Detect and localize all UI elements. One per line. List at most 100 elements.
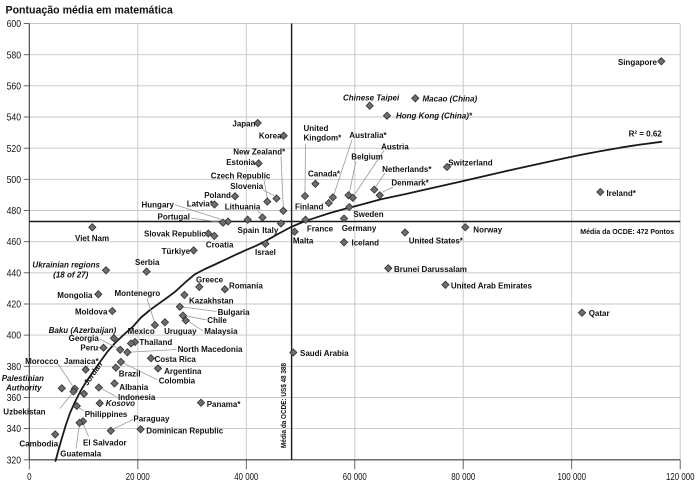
svg-text:Austria: Austria (381, 142, 409, 151)
svg-text:Israel: Israel (255, 248, 276, 257)
svg-text:Croatia: Croatia (206, 241, 234, 250)
svg-text:Albania: Albania (119, 383, 148, 392)
svg-text:Türkiye: Türkiye (162, 247, 191, 256)
svg-text:Finland: Finland (295, 203, 324, 212)
svg-text:United States*: United States* (409, 237, 464, 246)
svg-text:560: 560 (7, 81, 22, 92)
svg-text:Chinese Taipei: Chinese Taipei (343, 93, 400, 102)
svg-text:520: 520 (7, 144, 22, 155)
svg-text:0: 0 (27, 472, 32, 483)
svg-text:420: 420 (7, 300, 22, 311)
svg-text:France: France (307, 224, 334, 233)
svg-text:Pontuação média em matemática: Pontuação média em matemática (6, 5, 173, 17)
svg-text:Canada*: Canada* (308, 170, 341, 179)
svg-text:Denmark*: Denmark* (391, 179, 429, 188)
svg-text:Lithuania: Lithuania (225, 202, 261, 211)
svg-text:Moldova: Moldova (75, 307, 108, 316)
svg-text:Saudi Arabia: Saudi Arabia (300, 349, 349, 358)
svg-text:Philippines: Philippines (85, 410, 128, 419)
svg-text:United: United (304, 124, 329, 133)
svg-text:Serbia: Serbia (135, 258, 160, 267)
svg-text:Latvia*: Latvia* (187, 200, 214, 209)
svg-text:Dominican Republic: Dominican Republic (146, 427, 223, 436)
svg-text:Thailand: Thailand (139, 338, 172, 347)
svg-text:North Macedonia: North Macedonia (178, 345, 243, 354)
svg-text:Paraguay: Paraguay (133, 415, 170, 424)
svg-text:Kazakhstan: Kazakhstan (189, 297, 234, 306)
svg-text:R² = 0.62: R² = 0.62 (629, 130, 663, 139)
svg-text:Japan: Japan (232, 120, 255, 129)
svg-text:Sweden: Sweden (353, 210, 383, 219)
svg-text:Mongolia: Mongolia (57, 291, 93, 300)
svg-text:Italy: Italy (262, 226, 279, 235)
svg-text:40 000: 40 000 (234, 472, 258, 483)
svg-text:Iceland: Iceland (352, 238, 380, 247)
svg-text:460: 460 (7, 237, 22, 248)
svg-text:60 000: 60 000 (343, 472, 367, 483)
svg-text:Cambodia: Cambodia (19, 440, 58, 449)
svg-text:Jamaica*: Jamaica* (64, 357, 100, 366)
svg-text:Colombia: Colombia (159, 376, 196, 385)
svg-text:Baku (Azerbaijan): Baku (Azerbaijan) (49, 326, 117, 335)
svg-text:Ireland*: Ireland* (607, 189, 637, 198)
svg-text:Hong Kong (China)*: Hong Kong (China)* (396, 111, 473, 120)
svg-text:Estonia: Estonia (226, 158, 255, 167)
svg-text:Brazil: Brazil (119, 370, 141, 379)
svg-text:380: 380 (7, 362, 22, 373)
svg-text:Guatemala: Guatemala (60, 450, 101, 459)
svg-text:440: 440 (7, 268, 22, 279)
svg-text:Peru: Peru (80, 344, 98, 353)
svg-text:Australia*: Australia* (349, 131, 387, 140)
svg-text:Portugal: Portugal (158, 213, 190, 222)
svg-text:Malta: Malta (293, 236, 314, 245)
svg-text:Malaysia: Malaysia (204, 327, 238, 336)
svg-text:Kosovo: Kosovo (106, 399, 135, 408)
svg-text:540: 540 (7, 113, 22, 124)
svg-text:Germany: Germany (342, 224, 377, 233)
svg-text:Hungary: Hungary (142, 201, 175, 210)
svg-text:600: 600 (7, 19, 22, 30)
svg-text:Montenegro: Montenegro (115, 289, 161, 298)
svg-text:Czech Republic: Czech Republic (211, 172, 271, 181)
svg-text:Mexico: Mexico (128, 327, 155, 336)
svg-text:Uruguay: Uruguay (164, 327, 197, 336)
svg-text:Bulgaria: Bulgaria (218, 308, 251, 317)
svg-text:80 000: 80 000 (451, 472, 475, 483)
svg-text:Qatar: Qatar (589, 309, 610, 318)
svg-text:20 000: 20 000 (126, 472, 150, 483)
svg-text:580: 580 (7, 50, 22, 61)
svg-text:Argentina: Argentina (164, 367, 202, 376)
svg-text:Uzbekistan: Uzbekistan (3, 408, 45, 417)
svg-text:Georgia: Georgia (69, 334, 100, 343)
svg-text:Switzerland: Switzerland (448, 158, 493, 167)
svg-text:(18 of 27): (18 of 27) (53, 271, 88, 280)
svg-text:Korea: Korea (259, 132, 282, 141)
svg-text:Belgium: Belgium (351, 153, 383, 162)
svg-text:Média da OCDE: 472 Pontos: Média da OCDE: 472 Pontos (580, 229, 674, 236)
svg-text:El Salvador: El Salvador (83, 439, 127, 448)
svg-text:Singapore: Singapore (618, 58, 658, 67)
svg-text:Kingdom*: Kingdom* (304, 134, 343, 143)
svg-text:Viet Nam: Viet Nam (75, 234, 109, 243)
svg-text:360: 360 (7, 393, 22, 404)
svg-text:Poland: Poland (204, 191, 231, 200)
svg-text:320: 320 (7, 455, 22, 466)
svg-text:Morocco: Morocco (25, 357, 58, 366)
svg-text:Indonesia: Indonesia (118, 393, 156, 402)
svg-text:Média da OCDE: US$ 48 388: Média da OCDE: US$ 48 388 (281, 363, 288, 448)
svg-text:480: 480 (7, 206, 22, 217)
svg-text:Romania: Romania (229, 282, 263, 291)
svg-text:120 000: 120 000 (666, 472, 695, 483)
svg-text:400: 400 (7, 331, 22, 342)
svg-text:Macao (China): Macao (China) (423, 94, 478, 103)
svg-text:Norway: Norway (473, 225, 502, 234)
svg-text:Ukrainian regions: Ukrainian regions (32, 261, 100, 270)
svg-text:Greece: Greece (196, 275, 224, 284)
svg-text:Spain: Spain (238, 226, 260, 235)
svg-text:Brunei Darussalam: Brunei Darussalam (394, 265, 467, 274)
svg-text:Netherlands*: Netherlands* (382, 165, 432, 174)
svg-text:United Arab Emirates: United Arab Emirates (451, 281, 533, 290)
svg-text:Slovenia: Slovenia (230, 182, 263, 191)
svg-text:340: 340 (7, 424, 22, 435)
svg-text:Authority: Authority (5, 383, 42, 392)
